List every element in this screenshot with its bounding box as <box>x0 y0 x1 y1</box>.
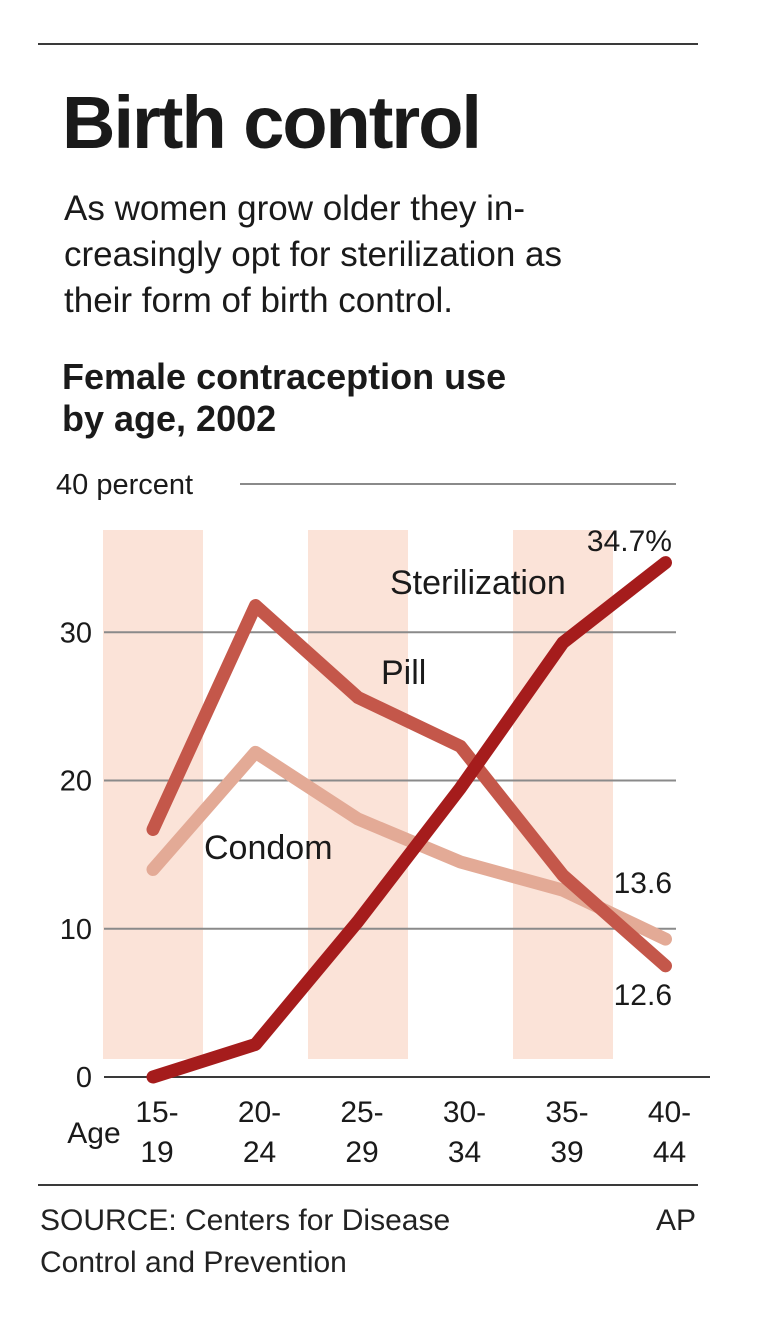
x-tick-label: 39 <box>550 1136 583 1169</box>
x-axis-label: Age <box>67 1117 120 1150</box>
data-label-annotation: 13.6 <box>614 867 672 900</box>
x-tick-labels: 15- 19 20- 24 25- 29 30- 34 35- 39 40- 44 <box>135 1096 691 1169</box>
data-label-sterilization-end: 34.7% <box>587 525 672 558</box>
y-tick-label: 30 <box>60 617 92 649</box>
credit: AP <box>655 1204 696 1237</box>
x-tick-label: 15- <box>135 1096 178 1129</box>
x-tick-label: 29 <box>345 1136 378 1169</box>
x-tick-label: 25- <box>340 1096 383 1129</box>
chart-title-line: by age, 2002 <box>62 398 277 439</box>
source-note: SOURCE: Centers for Disease Control and … <box>40 1200 600 1284</box>
y-tick-label: 0 <box>76 1062 92 1094</box>
subtitle-line: creasingly opt for sterilization as <box>64 235 562 274</box>
subtitle-line: their form of birth control. <box>64 281 454 320</box>
bottom-rule <box>38 1184 698 1186</box>
series-label-sterilization: Sterilization <box>390 564 566 602</box>
data-label-annotation: 12.6 <box>614 979 672 1012</box>
y-tick-labels: 0 10 20 30 40 percent <box>56 469 193 1094</box>
top-rule <box>38 43 698 45</box>
series-lines <box>146 556 672 1084</box>
series-labels: Sterilization Pill Condom 34.7% 13.6 12.6 <box>204 525 672 1012</box>
subtitle: As women grow older they in- creasingly … <box>64 186 704 324</box>
series-line-sterilization <box>146 556 672 1084</box>
chart-title: Female contraception use by age, 2002 <box>62 356 702 440</box>
series-line-pill <box>146 599 672 973</box>
series-label-pill: Pill <box>381 654 426 692</box>
x-tick-label: 44 <box>653 1136 686 1169</box>
shaded-band-15-19 <box>103 530 203 1059</box>
series-label-condom: Condom <box>204 829 333 867</box>
chart-title-line: Female contraception use <box>62 356 507 397</box>
source-line: Control and Prevention <box>40 1246 347 1279</box>
x-tick-label: 40- <box>648 1096 691 1129</box>
y-tick-label: 10 <box>60 914 92 946</box>
shaded-bands <box>103 530 613 1059</box>
y-tick-label: 40 percent <box>56 469 193 501</box>
x-tick-label: 34 <box>448 1136 481 1169</box>
x-tick-label: 35- <box>545 1096 588 1129</box>
source-line: SOURCE: Centers for Disease <box>40 1204 451 1237</box>
x-tick-label: 30- <box>443 1096 486 1129</box>
page-title: Birth control <box>62 81 482 164</box>
x-tick-label: 24 <box>243 1136 276 1169</box>
x-tick-label: 19 <box>140 1136 173 1169</box>
subtitle-line: As women grow older they in- <box>64 189 526 228</box>
x-tick-label: 20- <box>238 1096 281 1129</box>
y-tick-label: 20 <box>60 766 92 798</box>
grid-lines <box>104 483 710 1078</box>
